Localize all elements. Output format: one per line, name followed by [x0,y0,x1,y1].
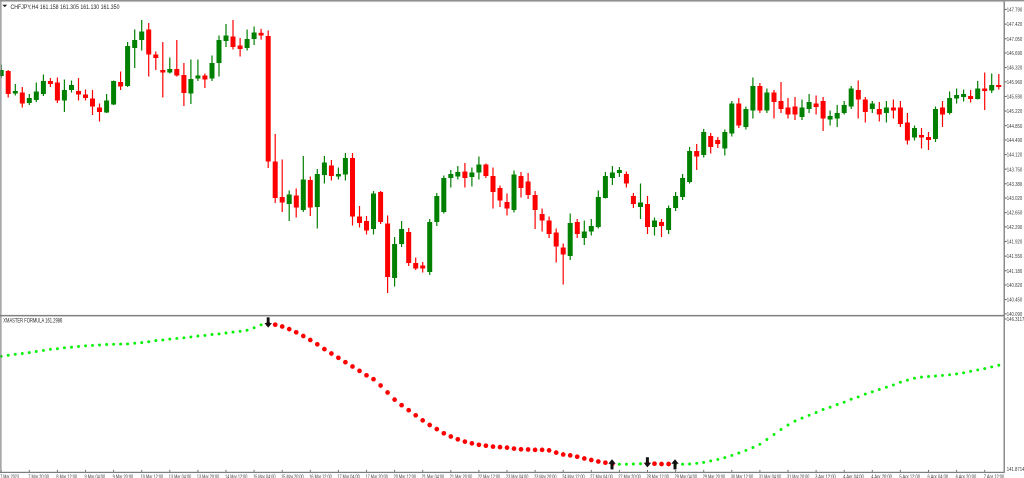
svg-text:145.960: 145.960 [1007,80,1023,86]
svg-text:143.020: 143.020 [1007,196,1023,202]
svg-text:147.050: 147.050 [1007,37,1023,43]
svg-text:7 Mar 2023: 7 Mar 2023 [0,474,19,478]
svg-text:4 Apr 04:00: 4 Apr 04:00 [843,474,864,478]
svg-text:9 Mar 20:00: 9 Mar 20:00 [113,474,134,478]
svg-text:144.490: 144.490 [1007,138,1023,144]
svg-text:28 Mar 12:00: 28 Mar 12:00 [647,474,670,478]
svg-text:7 Apr 12:00: 7 Apr 12:00 [984,474,1005,478]
svg-text:17 Mar 04:00: 17 Mar 04:00 [337,474,360,478]
svg-text:16 Mar 12:00: 16 Mar 12:00 [309,474,332,478]
svg-text:146.3117: 146.3117 [1007,317,1024,323]
svg-text:31 Mar 04:00: 31 Mar 04:00 [759,474,782,478]
svg-text:145.220: 145.220 [1007,109,1023,115]
svg-text:140.820: 140.820 [1007,283,1023,289]
svg-text:141.8714: 141.8714 [1007,467,1024,473]
svg-text:6 Apr 20:00: 6 Apr 20:00 [956,474,977,478]
svg-text:141.920: 141.920 [1007,240,1023,246]
svg-text:147.420: 147.420 [1007,22,1023,28]
svg-text:146.690: 146.690 [1007,51,1023,57]
svg-text:23 Mar 20:00: 23 Mar 20:00 [534,474,557,478]
svg-text:143.750: 143.750 [1007,167,1023,173]
svg-text:27 Mar 04:00: 27 Mar 04:00 [590,474,613,478]
svg-text:142.290: 142.290 [1007,225,1023,231]
svg-text:3 Apr 12:00: 3 Apr 12:00 [815,474,836,478]
svg-text:10 Mar 12:00: 10 Mar 12:00 [141,474,164,478]
svg-text:29 Mar 20:00: 29 Mar 20:00 [703,474,726,478]
svg-text:31 Mar 20:00: 31 Mar 20:00 [787,474,810,478]
svg-text:24 Mar 12:00: 24 Mar 12:00 [562,474,585,478]
svg-text:143.380: 143.380 [1007,182,1023,188]
svg-text:XMASTER FORMULA 161.2986: XMASTER FORMULA 161.2986 [3,318,62,325]
svg-text:27 Mar 20:00: 27 Mar 20:00 [618,474,641,478]
svg-text:141.180: 141.180 [1007,269,1023,275]
svg-text:29 Mar 04:00: 29 Mar 04:00 [675,474,698,478]
svg-text:147.790: 147.790 [1007,8,1023,14]
svg-text:142.650: 142.650 [1007,211,1023,217]
svg-text:22 Mar 12:00: 22 Mar 12:00 [478,474,501,478]
svg-text:7 Mar 20:00: 7 Mar 20:00 [28,474,49,478]
svg-text:141.550: 141.550 [1007,254,1023,260]
svg-text:13 Mar 20:00: 13 Mar 20:00 [197,474,220,478]
svg-text:9 Mar 04:00: 9 Mar 04:00 [85,474,106,478]
svg-text:5 Apr 12:00: 5 Apr 12:00 [899,474,920,478]
svg-text:20 Mar 12:00: 20 Mar 12:00 [394,474,417,478]
svg-text:145.590: 145.590 [1007,95,1023,101]
svg-text:21 Mar 20:00: 21 Mar 20:00 [450,474,473,478]
svg-text:14 Mar 12:00: 14 Mar 12:00 [225,474,248,478]
svg-text:144.120: 144.120 [1007,153,1023,159]
svg-text:4 Apr 20:00: 4 Apr 20:00 [871,474,892,478]
svg-text:17 Mar 20:00: 17 Mar 20:00 [366,474,389,478]
svg-text:8 Mar 12:00: 8 Mar 12:00 [56,474,77,478]
svg-text:15 Mar 04:00: 15 Mar 04:00 [253,474,276,478]
svg-text:30 Mar 12:00: 30 Mar 12:00 [731,474,754,478]
svg-text:CHFJPY,H4 161.158 161.305 161.: CHFJPY,H4 161.158 161.305 161.130 161.35… [11,4,120,11]
svg-text:23 Mar 04:00: 23 Mar 04:00 [506,474,529,478]
svg-text:144.850: 144.850 [1007,124,1023,130]
svg-text:15 Mar 20:00: 15 Mar 20:00 [281,474,304,478]
svg-text:140.450: 140.450 [1007,298,1023,304]
svg-text:146.320: 146.320 [1007,66,1023,72]
svg-text:21 Mar 04:00: 21 Mar 04:00 [422,474,445,478]
svg-text:13 Mar 04:00: 13 Mar 04:00 [169,474,192,478]
svg-text:6 Apr 04:00: 6 Apr 04:00 [928,474,949,478]
svg-text:140.090: 140.090 [1007,312,1023,318]
